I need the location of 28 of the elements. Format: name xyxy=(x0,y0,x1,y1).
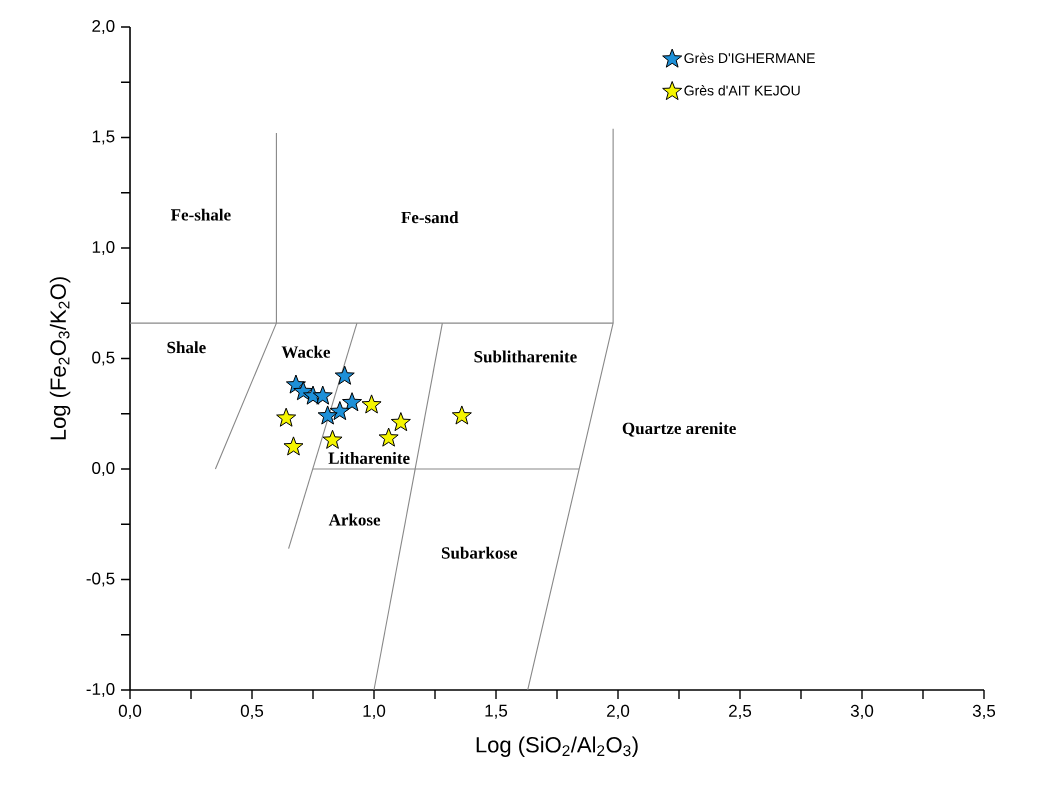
legend-label: Grès D'IGHERMANE xyxy=(684,52,815,64)
annotation: Litharenite xyxy=(328,451,410,464)
x-tick-label: 0,0 xyxy=(118,704,142,719)
annotation: Arkose xyxy=(328,513,381,526)
x-tick-label: 1,5 xyxy=(485,704,508,719)
y-axis-title: Log (Fe$_{2}$O$_{3}$/K$_{2}$O) xyxy=(49,277,71,440)
y-tick-label: -1,0 xyxy=(86,682,115,698)
y-tick-label: 1,5 xyxy=(92,130,115,145)
annotation: Quartze arenite xyxy=(622,422,736,437)
x-tick-label: 1,0 xyxy=(363,704,386,719)
annotation: Wacke xyxy=(281,345,331,358)
annotation: Shale xyxy=(167,341,206,354)
annotation: Sublitharenite xyxy=(474,350,577,363)
annotation: Fe-sand xyxy=(401,211,459,224)
x-tick-label: 3,5 xyxy=(972,704,996,719)
x-axis-title: Log (SiO$_{2}$/Al$_{2}$O$_{3}$) xyxy=(476,736,638,757)
y-tick-label: 0,5 xyxy=(92,351,115,366)
legend-label: Grès d'AIT KEJOU xyxy=(684,85,800,96)
x-tick-label: 0,5 xyxy=(240,704,264,719)
y-tick-label: 1,0 xyxy=(92,240,115,256)
y-tick-label: 0,0 xyxy=(92,461,115,477)
y-tick-label: 2,0 xyxy=(92,19,115,35)
x-tick-label: 2,5 xyxy=(729,704,752,719)
annotation: Subarkose xyxy=(441,546,518,559)
annotation: Fe-shale xyxy=(170,208,231,221)
x-tick-label: 3,0 xyxy=(850,704,874,719)
x-tick-label: 2,0 xyxy=(607,704,630,719)
y-tick-label: -0,5 xyxy=(86,572,115,587)
